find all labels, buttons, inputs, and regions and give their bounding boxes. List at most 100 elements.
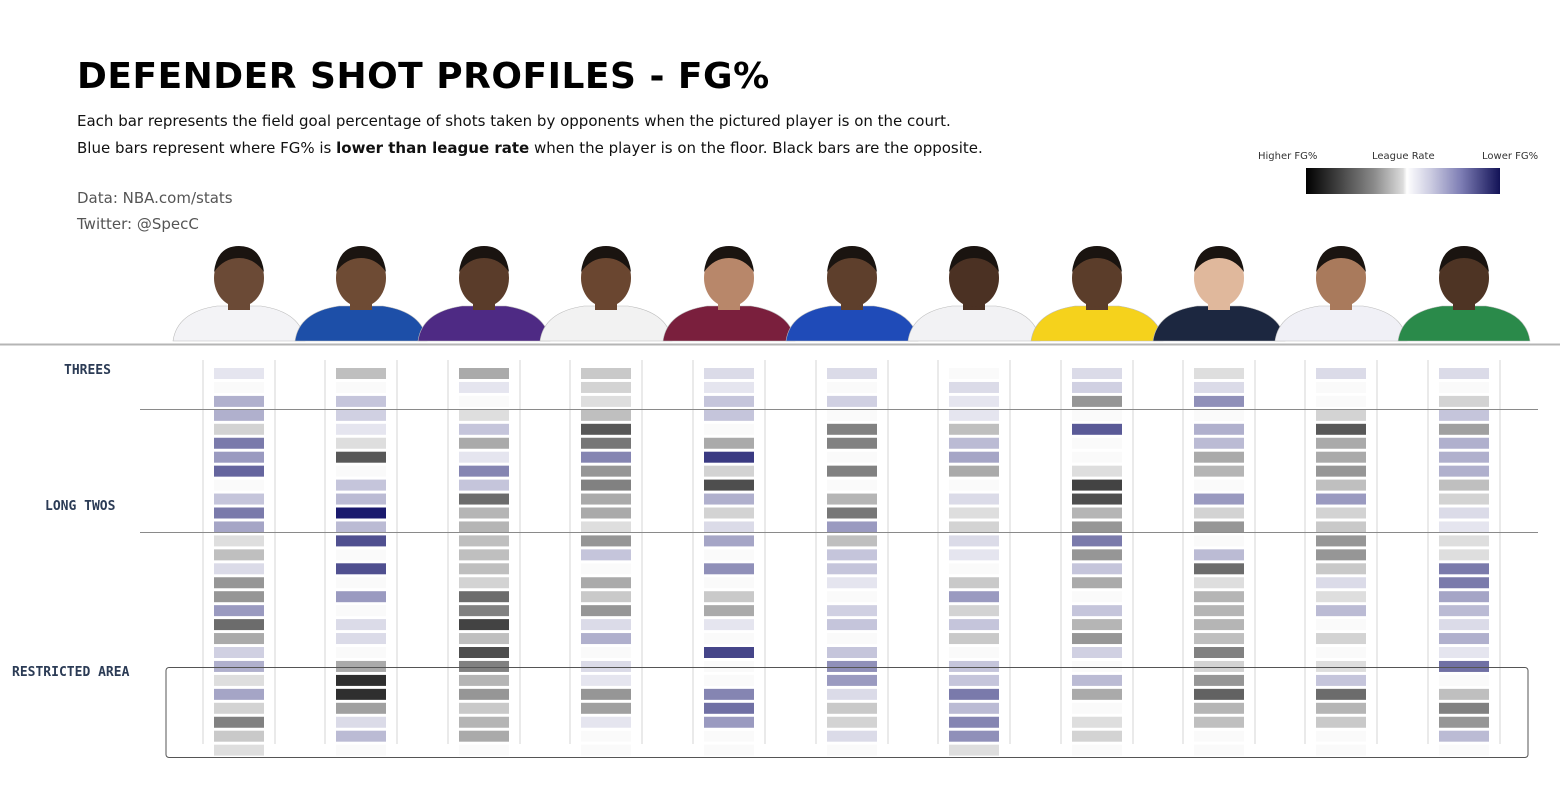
heatmap-cell: [214, 549, 264, 561]
heatmap-cell: [949, 591, 999, 603]
heatmap-cell: [459, 507, 509, 519]
heatmap-cell: [704, 437, 754, 449]
heatmap-cell: [704, 605, 754, 617]
heatmap-cell: [1072, 674, 1122, 686]
heatmap-cell: [581, 451, 631, 463]
heatmap-cell: [949, 479, 999, 491]
heatmap-cell: [1316, 605, 1366, 617]
heatmap-cell: [1316, 479, 1366, 491]
heatmap-cell: [214, 507, 264, 519]
heatmap-cell: [704, 409, 754, 421]
heatmap-cell: [1072, 563, 1122, 575]
heatmap-cell: [459, 660, 509, 672]
heatmap-cell: [459, 674, 509, 686]
heatmap-cell: [704, 423, 754, 435]
heatmap-cell: [336, 395, 386, 407]
heatmap-cell: [1316, 591, 1366, 603]
heatmap-cell: [336, 423, 386, 435]
heatmap-cell: [459, 479, 509, 491]
heatmap-cell: [336, 702, 386, 714]
heatmap-cell: [336, 535, 386, 547]
player-hair: [949, 246, 999, 272]
heatmap-cell: [214, 437, 264, 449]
heatmap-cell: [1316, 619, 1366, 631]
heatmap-cell: [336, 521, 386, 533]
heatmap-cell: [1072, 744, 1122, 756]
heatmap-cell: [1439, 465, 1489, 477]
player-head: [1439, 249, 1489, 307]
heatmap-cell: [581, 549, 631, 561]
heatmap-cell: [214, 647, 264, 658]
legend-gradient-bar: [1306, 168, 1500, 194]
heatmap-cell: [459, 619, 509, 631]
heatmap-cell: [949, 730, 999, 742]
heatmap-cell: [336, 381, 386, 393]
heatmap-cell: [704, 381, 754, 393]
heatmap-cell: [1194, 716, 1244, 728]
subtitle-line-2-bold: lower than league rate: [336, 139, 530, 157]
heatmap-cell: [1316, 423, 1366, 435]
heatmap-cell: [1072, 465, 1122, 477]
heatmap-cell: [581, 605, 631, 617]
heatmap-cell: [949, 688, 999, 700]
heatmap-cell: [1316, 521, 1366, 533]
heatmap-cell: [1072, 479, 1122, 491]
heatmap-cell: [336, 437, 386, 449]
heatmap-cell: [704, 535, 754, 547]
heatmap-cell: [1194, 368, 1244, 379]
heatmap-cell: [214, 730, 264, 742]
heatmap-cell: [459, 381, 509, 393]
heatmap-cell: [949, 493, 999, 505]
player-hair: [214, 246, 264, 272]
heatmap-cell: [949, 395, 999, 407]
subtitle-line-1: Each bar represents the field goal perce…: [77, 112, 951, 130]
heatmap-cell: [704, 716, 754, 728]
heatmap-cell: [1072, 688, 1122, 700]
heatmap-cell: [949, 521, 999, 533]
heatmap-cell: [827, 730, 877, 742]
heatmap-cell: [949, 619, 999, 631]
heatmap-cell: [827, 437, 877, 449]
heatmap-cell: [1439, 744, 1489, 756]
heatmap-cell: [214, 395, 264, 407]
heatmap-cell: [581, 381, 631, 393]
heatmap-cell: [1316, 507, 1366, 519]
heatmap-cell: [581, 479, 631, 491]
heatmap-cell: [459, 437, 509, 449]
heatmap-cell: [1194, 619, 1244, 631]
heatmap-cell: [1439, 549, 1489, 561]
heatmap-cell: [581, 493, 631, 505]
heatmap-cell: [704, 744, 754, 756]
heatmap-cell: [704, 730, 754, 742]
heatmap-cell: [827, 423, 877, 435]
heatmap-cell: [459, 577, 509, 589]
player-jersey: [417, 305, 551, 342]
heatmap-cell: [1194, 465, 1244, 477]
zone-label: THREES: [64, 363, 111, 378]
heatmap-cell: [581, 674, 631, 686]
heatmap-cell: [336, 605, 386, 617]
heatmap-cell: [214, 619, 264, 631]
heatmap-cell: [1072, 368, 1122, 379]
player-hair: [704, 246, 754, 272]
legend-lower-label: Lower FG%: [1482, 151, 1539, 162]
player-jersey: [539, 305, 673, 342]
heatmap-cell: [827, 465, 877, 477]
heatmap-cell: [1072, 730, 1122, 742]
heatmap-cell: [336, 549, 386, 561]
heatmap-cell: [214, 493, 264, 505]
heatmap-cell: [704, 591, 754, 603]
heatmap-cell: [1439, 507, 1489, 519]
player-head: [827, 249, 877, 307]
heatmap-cell: [1072, 619, 1122, 631]
player-hair: [1439, 246, 1489, 272]
heatmap-cell: [1316, 368, 1366, 379]
heatmap-cell: [827, 660, 877, 672]
player-hair: [1194, 246, 1244, 272]
heatmap-cell: [214, 535, 264, 547]
heatmap-cell: [1439, 674, 1489, 686]
heatmap-cell: [1439, 730, 1489, 742]
player-head: [704, 249, 754, 307]
player-jersey: [907, 305, 1041, 342]
heatmap-cell: [1316, 716, 1366, 728]
